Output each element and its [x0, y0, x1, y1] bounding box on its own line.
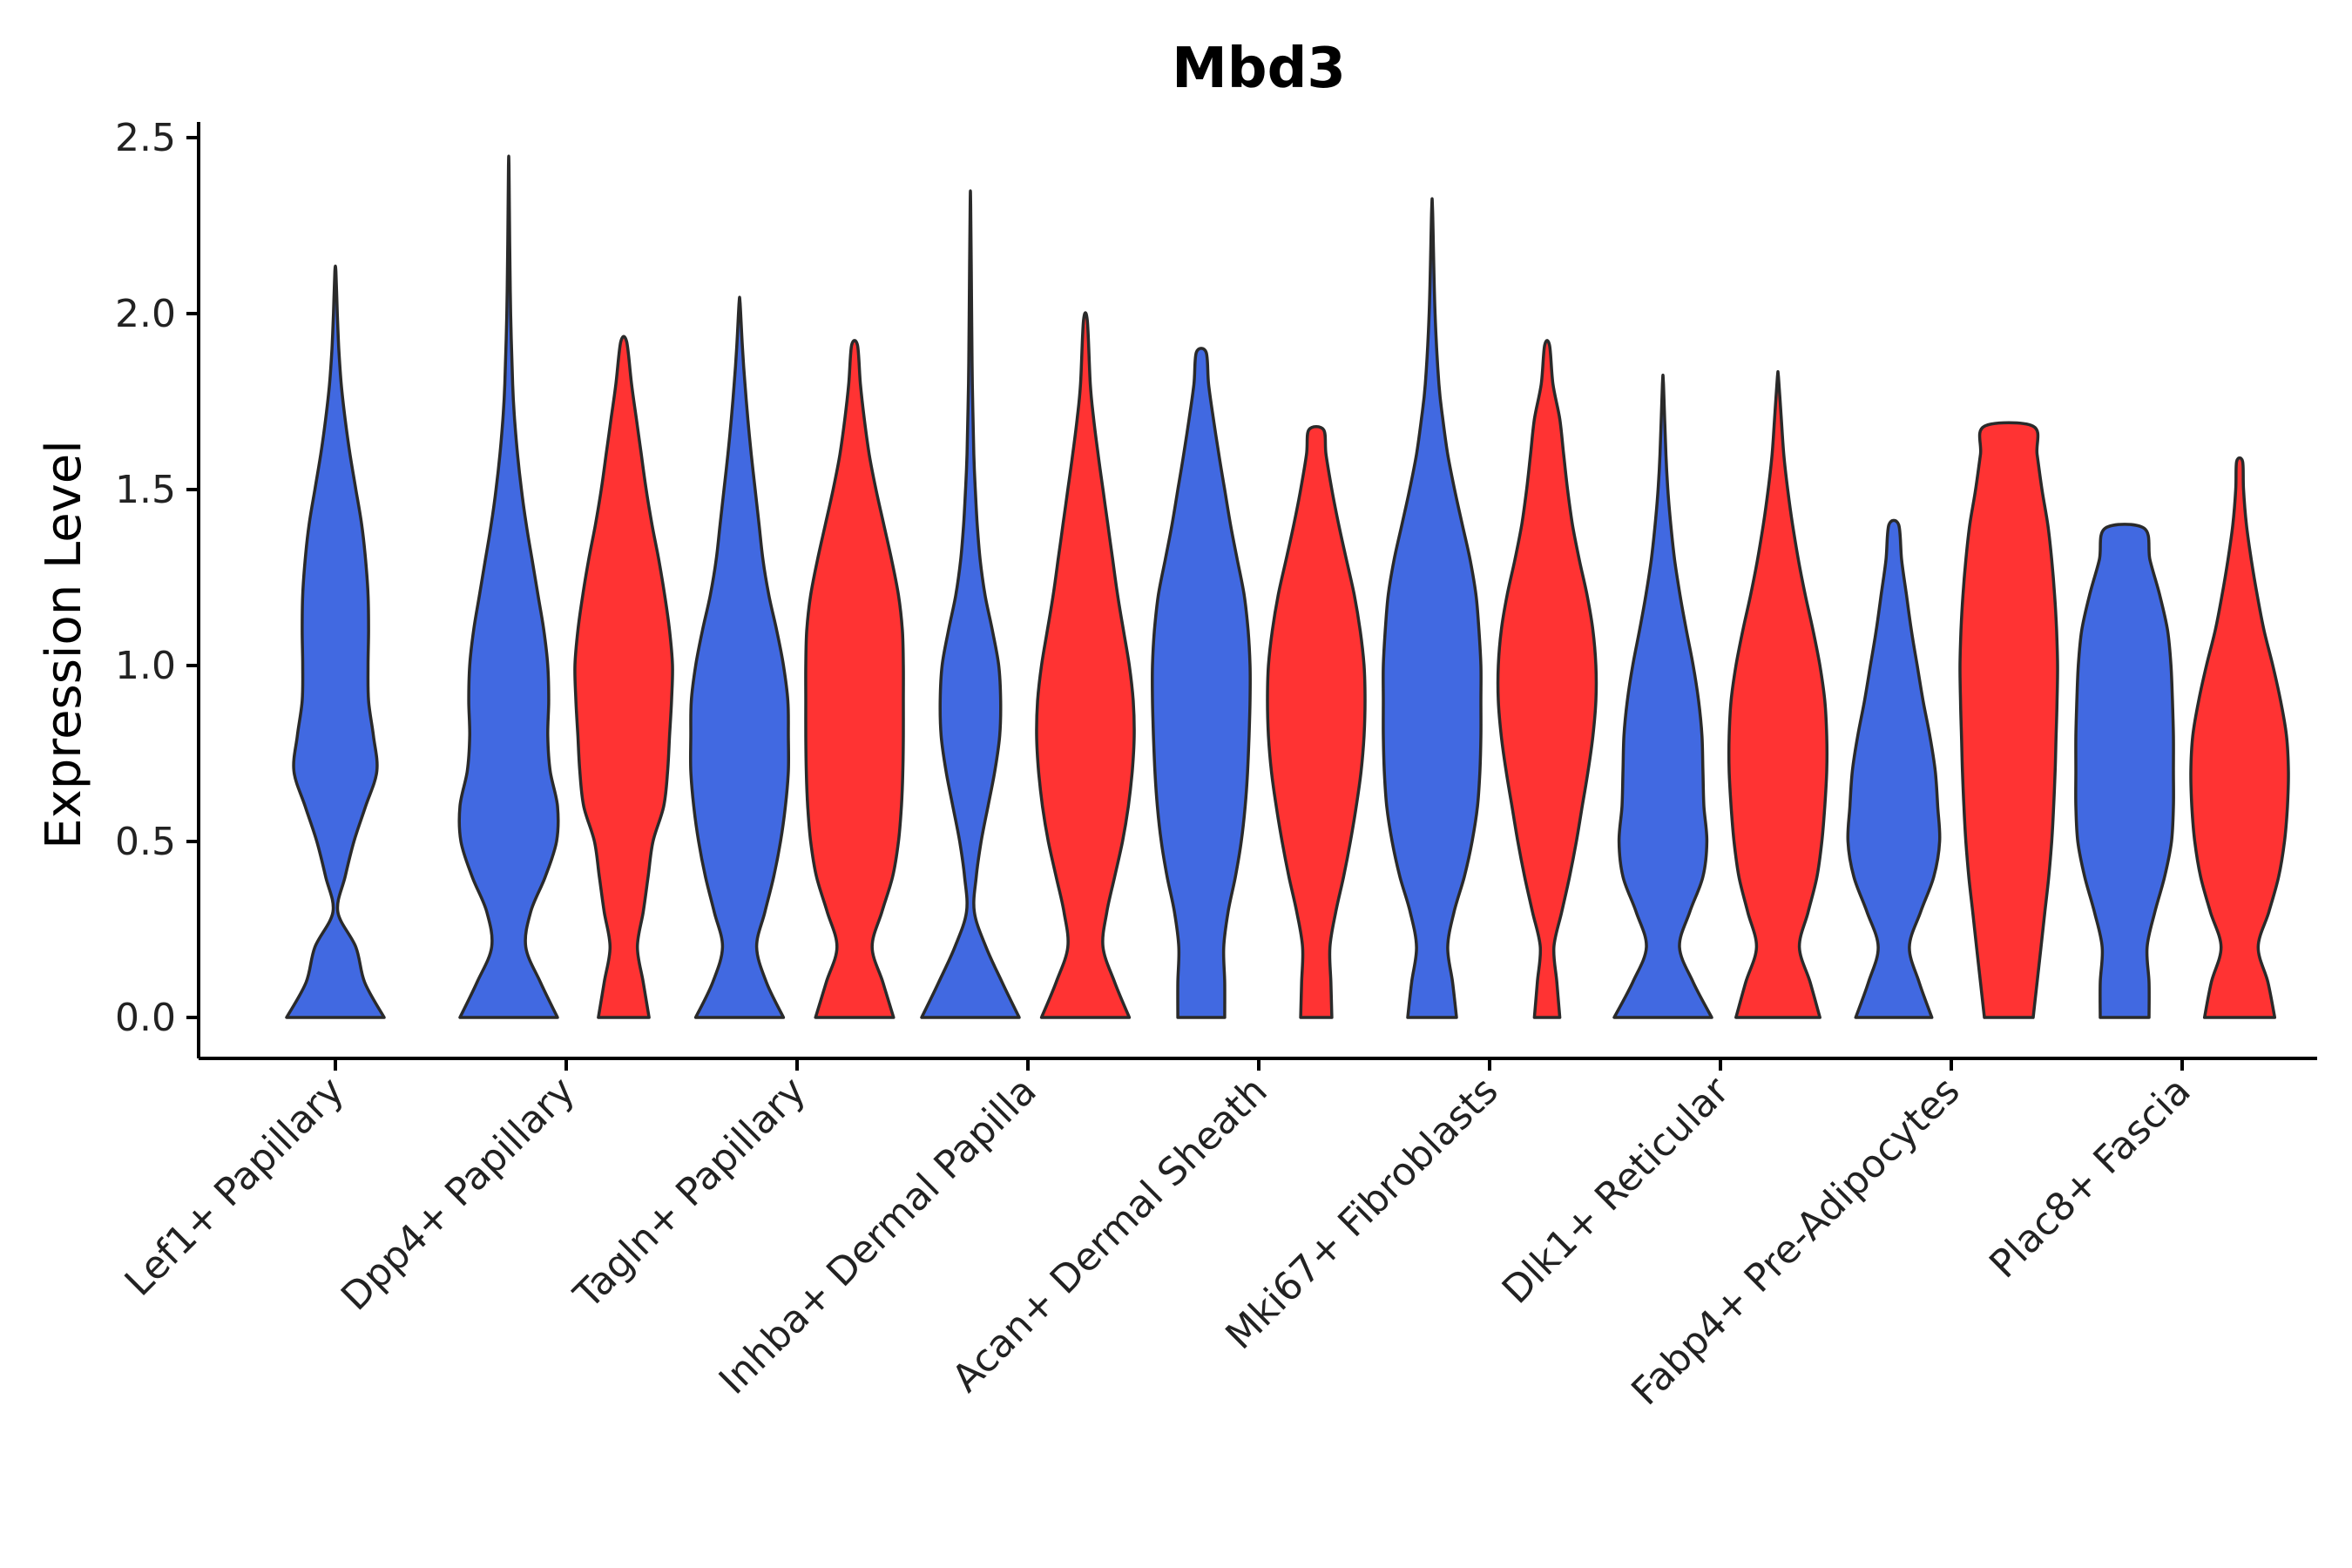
violin-group-1-8 [2074, 523, 2175, 1019]
y-tick-label: 0.0 [115, 996, 176, 1040]
x-tick-label: Plac8+ Fascia [1981, 1069, 2200, 1288]
violin-group-2-5 [1496, 339, 1598, 1019]
violin-group-1-4 [1151, 347, 1252, 1019]
violin-group [285, 154, 2290, 1019]
violin-group-2-7 [1958, 421, 2059, 1019]
y-axis-title: Expression Level [36, 440, 92, 849]
violin-group-2-8 [2189, 456, 2290, 1019]
violin-group-1-6 [1612, 373, 1713, 1019]
violin-group-2-2 [804, 339, 905, 1019]
violin-group-2-1 [573, 335, 674, 1019]
y-tick-label: 0.5 [115, 820, 176, 864]
chart-title: Mbd3 [1172, 37, 1346, 101]
violin-group-2-6 [1727, 369, 1829, 1019]
violin-group-1-2 [688, 295, 791, 1019]
violin-group-1-3 [920, 189, 1021, 1019]
violin-group-2-4 [1266, 425, 1367, 1019]
y-tick-label: 2.0 [115, 292, 176, 336]
y-tick-label: 1.0 [115, 644, 176, 688]
y-tick-label: 1.5 [115, 468, 176, 512]
violin-group-1-7 [1846, 518, 1942, 1019]
x-tick-label: Dlk1+ Reticular [1494, 1068, 1739, 1313]
violin-group-1-5 [1382, 197, 1483, 1019]
violin-group-1-1 [457, 154, 560, 1019]
x-tick-label: Tagln+ Papillary [565, 1069, 814, 1318]
y-tick-label: 2.5 [115, 116, 176, 160]
violin-group-1-0 [285, 264, 386, 1019]
violin-group-2-3 [1035, 311, 1136, 1019]
x-tick-label: Dpp4+ Papillary [333, 1069, 584, 1320]
x-tick-label: Lef1+ Papillary [117, 1069, 353, 1305]
